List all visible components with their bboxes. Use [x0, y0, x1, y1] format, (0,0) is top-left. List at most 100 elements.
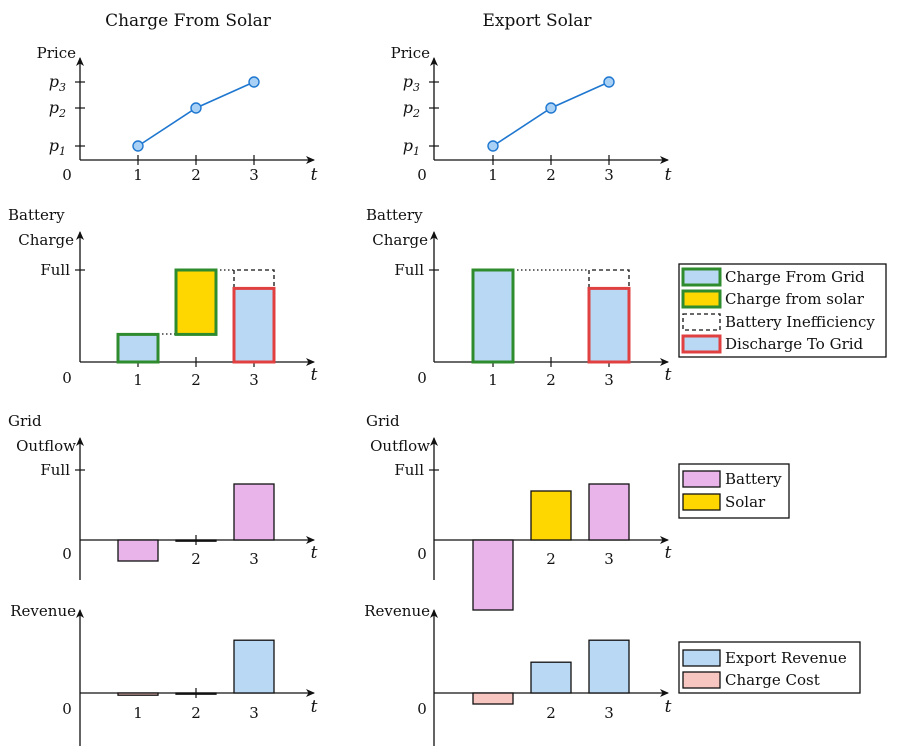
t-axis-label: t [311, 165, 318, 185]
x-tick-label-2: 2 [191, 550, 201, 568]
origin-label: 0 [417, 700, 427, 718]
legend-swatch-solar [682, 493, 721, 511]
price-point-t3 [248, 76, 260, 88]
grid-bar-t1-battery [472, 539, 514, 611]
price-series-line [137, 81, 255, 147]
y-axis-label-line1: Grid [366, 412, 400, 430]
x-tick-label-1: 1 [133, 166, 143, 184]
legend-label-solar: Solar [725, 493, 766, 511]
grid-panel-right: Grid Outflow Full 0 t 2 3 [366, 412, 672, 611]
price-point-t2 [545, 102, 557, 114]
y-axis-label-line2: Outflow [370, 437, 430, 455]
x-tick-label-3: 3 [249, 166, 259, 184]
price-point-t2 [190, 102, 202, 114]
y-tick-label-full: Full [40, 261, 70, 279]
t-axis-label: t [665, 165, 672, 185]
price-point-t3 [603, 76, 615, 88]
legend-swatch-battery [682, 470, 721, 488]
battery-bar-t2-charge-from-solar [174, 268, 218, 336]
x-tick-label-3: 3 [249, 704, 259, 722]
y-axis-label: Revenue [364, 602, 430, 620]
x-tick-label-1: 1 [488, 371, 498, 389]
price-panel-left: Price 0 t 1 2 3 p1 p2 p3 [37, 44, 318, 185]
grid-bar-t2-solar [175, 539, 217, 542]
price-point-t1 [487, 140, 499, 152]
legend-label-export-revenue: Export Revenue [725, 649, 847, 667]
revenue-bar-t2-export-revenue [530, 661, 572, 694]
legend-swatch-battery-inefficiency [682, 313, 721, 331]
x-tick-label-3: 3 [249, 550, 259, 568]
origin-label: 0 [62, 369, 72, 387]
y-axis-label-line2: Charge [372, 231, 428, 249]
t-axis-label: t [311, 697, 318, 717]
legend-swatch-charge-from-grid [681, 267, 722, 287]
legend-label-battery: Battery [725, 470, 782, 488]
y-tick-label-full: Full [394, 261, 424, 279]
column-title-charge-from-solar: Charge From Solar [105, 11, 272, 31]
grid-bar-t1-battery [117, 539, 159, 562]
y-axis-label-line2: Charge [18, 231, 74, 249]
battery-bar-t3-discharge-to-grid [232, 286, 276, 364]
legend-label-charge-cost: Charge Cost [725, 671, 820, 689]
price-point-t1 [132, 140, 144, 152]
y-tick-label-p2: p2 [403, 98, 420, 120]
grid-panel-left: Grid Outflow Full 0 t 2 3 [8, 412, 318, 580]
y-axis-label: Price [37, 44, 76, 62]
grid-legend: Battery Solar [678, 463, 790, 519]
x-tick-label-2: 2 [191, 371, 201, 389]
x-tick-label-3: 3 [604, 371, 614, 389]
origin-label: 0 [417, 369, 427, 387]
x-tick-label-2: 2 [546, 371, 556, 389]
x-tick-label-1: 1 [488, 166, 498, 184]
x-tick-label-1: 1 [133, 704, 143, 722]
legend-label-battery-inefficiency: Battery Inefficiency [725, 313, 875, 331]
legend-swatch-charge-from-solar [681, 289, 722, 309]
y-tick-label-p1: p1 [403, 136, 420, 158]
origin-label: 0 [417, 545, 427, 563]
origin-label: 0 [417, 166, 427, 184]
legend-label-charge-from-grid: Charge From Grid [725, 268, 865, 286]
column-title-export-solar: Export Solar [482, 11, 592, 31]
grid-bar-t2-solar [530, 490, 572, 541]
battery-panel-right: Battery Charge Full 0 t 1 2 3 [366, 206, 672, 389]
legend-label-charge-from-solar: Charge from solar [725, 290, 865, 308]
x-tick-label-3: 3 [249, 371, 259, 389]
legend-swatch-discharge-to-grid [681, 334, 722, 354]
legend-label-discharge-to-grid: Discharge To Grid [725, 335, 864, 353]
y-axis-label-line1: Battery [366, 206, 423, 224]
revenue-bar-t2-export-revenue [175, 692, 217, 695]
legend-swatch-charge-cost [682, 671, 721, 689]
revenue-bar-t1-charge-cost [472, 692, 514, 705]
battery-inefficiency-mark-t3 [233, 269, 275, 288]
y-tick-label-p3: p3 [403, 72, 420, 94]
revenue-panel-left: Revenue 0 t 1 2 3 [10, 602, 318, 746]
t-axis-label: t [665, 697, 672, 717]
battery-panel-left: Battery Charge Full 0 t 1 2 3 [8, 206, 318, 389]
revenue-bar-t3-export-revenue [588, 639, 630, 694]
battery-inefficiency-mark-t3 [588, 269, 630, 288]
grid-bar-t3-battery [233, 483, 275, 541]
y-axis-label-line1: Grid [8, 412, 42, 430]
x-tick-label-2: 2 [191, 704, 201, 722]
t-axis-label: t [311, 365, 318, 385]
y-tick-label-full: Full [394, 461, 424, 479]
origin-label: 0 [62, 700, 72, 718]
y-tick-label-p3: p3 [49, 72, 66, 94]
x-tick-label-3: 3 [604, 704, 614, 722]
t-axis-label: t [665, 543, 672, 563]
revenue-bar-t3-export-revenue [233, 639, 275, 694]
origin-label: 0 [62, 166, 72, 184]
revenue-bar-t1-charge-cost [117, 692, 159, 696]
t-axis-label: t [311, 543, 318, 563]
x-tick-label-1: 1 [133, 371, 143, 389]
y-tick-label-full: Full [40, 461, 70, 479]
y-axis-label: Price [391, 44, 430, 62]
legend-swatch-export-revenue [682, 649, 721, 667]
price-panel-right: Price 0 t 1 2 3 p1 p2 p3 [391, 44, 672, 185]
x-tick-label-2: 2 [191, 166, 201, 184]
grid-bar-t3-battery [588, 483, 630, 541]
battery-bar-t3-discharge-to-grid [587, 286, 631, 364]
x-tick-label-3: 3 [604, 166, 614, 184]
revenue-panel-right: Revenue 0 t 2 3 [364, 602, 672, 746]
